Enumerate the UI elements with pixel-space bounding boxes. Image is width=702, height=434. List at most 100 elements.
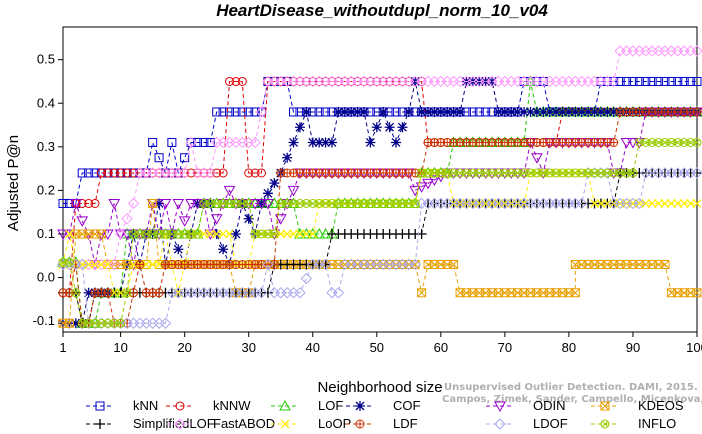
data-point-knn (647, 76, 657, 86)
data-point-knn (692, 76, 702, 86)
data-point-cof (423, 106, 434, 117)
data-point-fastabod (185, 136, 197, 149)
data-point-inflo (455, 168, 465, 178)
data-point-odin (57, 229, 69, 240)
data-point-loop (116, 288, 126, 298)
legend-label-ldof: LDOF (533, 416, 568, 431)
data-point-knnw (321, 76, 331, 86)
series-line-fastabod (63, 50, 697, 265)
data-point-fastabod (178, 167, 191, 179)
data-point-inflo (666, 137, 676, 147)
data-point-inflo (602, 168, 612, 178)
data-point-knnw (301, 76, 311, 86)
legend-label-ldf: LDF (393, 416, 418, 431)
x-tick-label: 40 (306, 340, 320, 355)
data-point-inflo (282, 198, 292, 208)
series-line-odin (63, 111, 697, 265)
legend-label-kdeos: KDEOS (638, 398, 684, 413)
data-point-cof (551, 106, 562, 117)
data-point-loop (282, 229, 292, 239)
data-point-loop (218, 229, 228, 239)
chart-title: HeartDisease_withoutdupl_norm_10_v04 (216, 1, 548, 20)
data-point-knnw (257, 168, 267, 178)
data-point-loop (90, 260, 100, 269)
data-point-knnw (385, 76, 395, 86)
data-point-knn (673, 76, 683, 86)
data-point-knn (468, 107, 478, 117)
data-point-knn (90, 168, 100, 178)
data-point-knn (225, 107, 235, 117)
data-point-cof (269, 178, 280, 189)
data-point-knn (602, 76, 612, 86)
series-fastabod (57, 45, 702, 271)
data-point-knnw (231, 76, 241, 86)
data-point-cof (262, 188, 273, 199)
data-point-inflo (321, 198, 331, 208)
data-point-inflo (474, 168, 484, 178)
data-point-cof (576, 106, 587, 117)
data-point-fastabod (114, 228, 127, 240)
data-point-inflo (109, 318, 119, 328)
data-point-inflo (340, 198, 350, 208)
data-point-odin (159, 198, 172, 210)
data-point-knn (474, 107, 484, 117)
data-point-cof (333, 106, 344, 117)
series-odin (57, 107, 702, 271)
data-point-inflo (122, 288, 132, 298)
data-point-inflo (205, 198, 215, 208)
data-point-inflo (263, 229, 273, 239)
x-tick-label: 10 (113, 340, 127, 355)
watermark-line-2: Campos, Zimek, Sander, Campello, Micenko… (442, 394, 702, 405)
data-point-cof (307, 137, 318, 148)
data-point-knnw (212, 168, 222, 178)
data-point-knn (167, 137, 177, 147)
data-point-loop (596, 199, 606, 208)
data-point-inflo (577, 168, 587, 178)
x-tick-label: 30 (241, 340, 255, 355)
data-point-inflo (199, 198, 209, 208)
y-tick-label: 0.1 (37, 226, 55, 241)
data-point-cof (589, 106, 600, 117)
data-point-inflo (436, 168, 446, 178)
data-point-cof (320, 137, 331, 148)
legend-marker-kdeos (600, 401, 610, 411)
legend-marker-ldf (355, 419, 365, 429)
x-tick-label: 50 (370, 340, 384, 355)
data-point-cof (378, 106, 389, 117)
data-point-odin (114, 229, 127, 240)
data-point-fastabod (204, 167, 217, 179)
legend-item-lof: LOF (271, 398, 343, 413)
data-point-inflo (160, 229, 170, 239)
data-point-inflo (410, 198, 420, 208)
data-point-inflo (154, 229, 164, 239)
data-point-kdeos (660, 259, 670, 269)
plot-frame (62, 26, 698, 333)
data-point-inflo (538, 168, 548, 178)
data-point-inflo (654, 137, 664, 147)
data-point-inflo (564, 168, 574, 178)
data-point-odin (620, 137, 633, 149)
x-tick-label: 70 (498, 340, 512, 355)
data-point-ldf (609, 137, 619, 147)
data-point-cof (288, 137, 299, 148)
legend-item-ldf: LDF (346, 416, 418, 431)
data-point-inflo (442, 168, 452, 178)
legend-label-lof: LOF (318, 398, 343, 413)
data-point-cof (531, 106, 542, 117)
data-point-cof (487, 76, 498, 87)
data-point-ldf (154, 288, 164, 298)
data-point-inflo (429, 168, 439, 178)
data-point-inflo (90, 318, 100, 328)
data-point-inflo (346, 198, 356, 208)
data-point-inflo (289, 198, 299, 208)
data-point-inflo (423, 168, 433, 178)
data-point-knn (538, 76, 548, 86)
data-point-fastabod (127, 197, 140, 210)
data-point-inflo (570, 168, 580, 178)
data-point-inflo (622, 168, 632, 178)
data-point-inflo (596, 168, 606, 178)
legend-marker-simplifiedlof (95, 419, 105, 429)
data-point-cof (230, 228, 241, 239)
legend-label-loop: LoOP (318, 416, 351, 431)
data-point-inflo (525, 168, 535, 178)
